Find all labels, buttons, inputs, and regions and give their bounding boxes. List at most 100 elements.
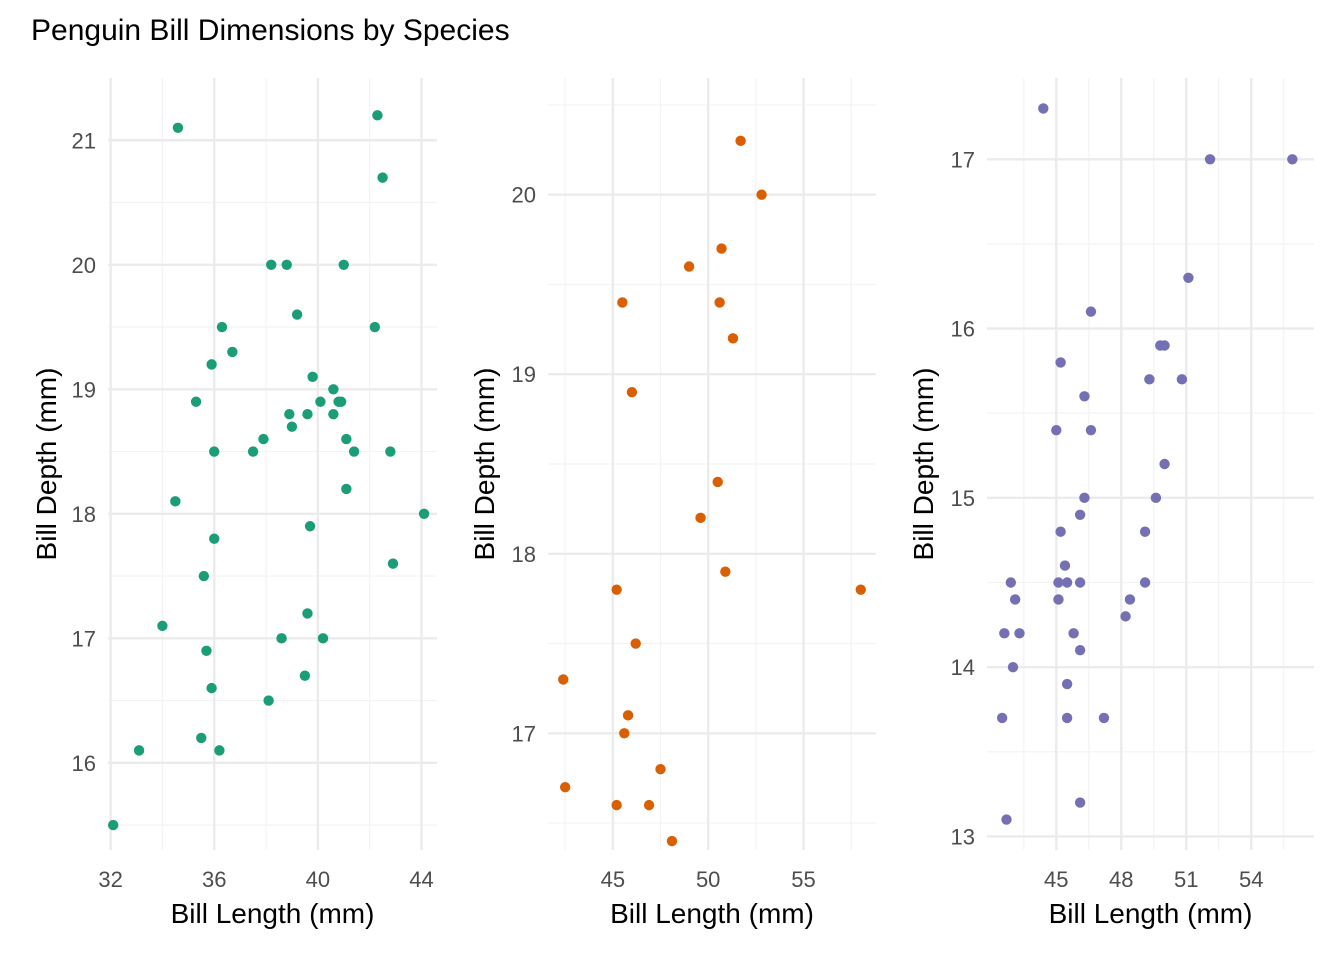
data-point (1159, 458, 1170, 470)
data-point (683, 261, 695, 272)
data-point (1074, 509, 1086, 520)
y-tick-label: 16 (72, 751, 96, 776)
data-point (626, 386, 638, 398)
data-point (1079, 391, 1090, 402)
data-point (328, 384, 339, 395)
panel-1: 32 36 40 44 16 17 18 19 20 21 Bill Length (mm) Bill… (31, 78, 437, 929)
y-tick-label: 17 (512, 721, 536, 746)
data-point (369, 321, 381, 333)
x-tick-label: 36 (202, 867, 226, 892)
y-axis-title: Bill Depth (mm) (31, 368, 62, 561)
data-point (611, 799, 622, 811)
data-point (418, 508, 430, 520)
data-point (999, 628, 1010, 639)
data-point (302, 608, 313, 619)
data-point (655, 764, 666, 775)
data-point (216, 321, 228, 333)
data-point (133, 745, 145, 756)
y-tick-label: 18 (512, 542, 536, 567)
data-point (196, 732, 207, 744)
data-point (727, 333, 739, 344)
data-point (1061, 712, 1073, 724)
data-point (1009, 594, 1021, 605)
data-point (284, 408, 295, 420)
data-point (157, 620, 168, 632)
data-point (1061, 577, 1073, 588)
y-tick-label: 17 (951, 147, 975, 172)
data-point (107, 819, 119, 831)
data-point (307, 371, 318, 383)
x-tick-label: 45 (601, 867, 625, 892)
data-point (714, 297, 725, 308)
x-tick-label: 51 (1174, 867, 1198, 892)
data-point (302, 408, 313, 420)
data-point (1061, 678, 1073, 690)
panels: 32 36 40 44 16 17 18 19 20 21 Bill Length (mm) Bill… (31, 78, 1314, 929)
data-point (304, 521, 316, 532)
data-point (315, 396, 326, 407)
data-point (341, 433, 352, 445)
data-point (630, 638, 641, 649)
data-point (341, 483, 352, 495)
data-point (258, 433, 269, 445)
x-tick-label: 55 (791, 867, 815, 892)
data-point (214, 745, 225, 756)
x-tick-label: 54 (1239, 867, 1263, 892)
x-tick-label: 40 (306, 867, 330, 892)
data-point (735, 135, 746, 147)
data-point (1085, 306, 1097, 317)
data-point (299, 670, 311, 681)
data-point (1053, 594, 1064, 605)
data-point (1059, 560, 1071, 571)
data-point (206, 682, 217, 694)
data-point (348, 446, 360, 457)
data-point (247, 446, 259, 457)
data-point (206, 359, 217, 370)
data-point (619, 728, 630, 739)
y-tick-label: 20 (512, 183, 536, 208)
y-tick-label: 14 (951, 655, 975, 680)
data-point (1055, 526, 1066, 537)
data-point (172, 122, 184, 134)
data-point (1055, 357, 1066, 368)
data-point (1120, 611, 1131, 622)
y-tick-label: 19 (512, 362, 536, 387)
data-point (198, 570, 210, 582)
data-point (695, 512, 706, 524)
x-axis-title: Bill Length (mm) (171, 898, 375, 929)
data-point (1085, 424, 1097, 436)
data-point (385, 446, 396, 457)
data-point (1074, 577, 1086, 588)
chart-title: Penguin Bill Dimensions by Species (31, 14, 510, 47)
data-point (1038, 103, 1049, 114)
data-point (643, 799, 655, 811)
data-point (328, 408, 339, 420)
data-point (276, 633, 287, 644)
data-point (1150, 492, 1162, 504)
y-axis-title: Bill Depth (mm) (908, 368, 939, 561)
data-point (281, 259, 292, 270)
data-point (1159, 340, 1170, 351)
y-tick-label: 18 (72, 502, 96, 527)
data-point (266, 259, 277, 270)
data-point (756, 189, 767, 200)
data-point (227, 346, 238, 358)
y-tick-label: 19 (72, 377, 96, 402)
data-point (338, 259, 349, 270)
data-point (335, 396, 347, 407)
y-tick-label: 17 (72, 626, 96, 651)
data-point (190, 396, 202, 407)
data-point (1014, 628, 1025, 639)
y-tick-label: 20 (72, 253, 96, 278)
data-point (611, 584, 622, 595)
data-point (1287, 154, 1298, 165)
data-point (209, 446, 220, 457)
data-point (720, 566, 731, 577)
data-point (666, 835, 678, 847)
data-point (201, 645, 212, 656)
y-tick-label: 16 (951, 317, 975, 342)
data-point (558, 674, 569, 685)
data-point (1144, 374, 1155, 385)
data-point (317, 633, 329, 644)
